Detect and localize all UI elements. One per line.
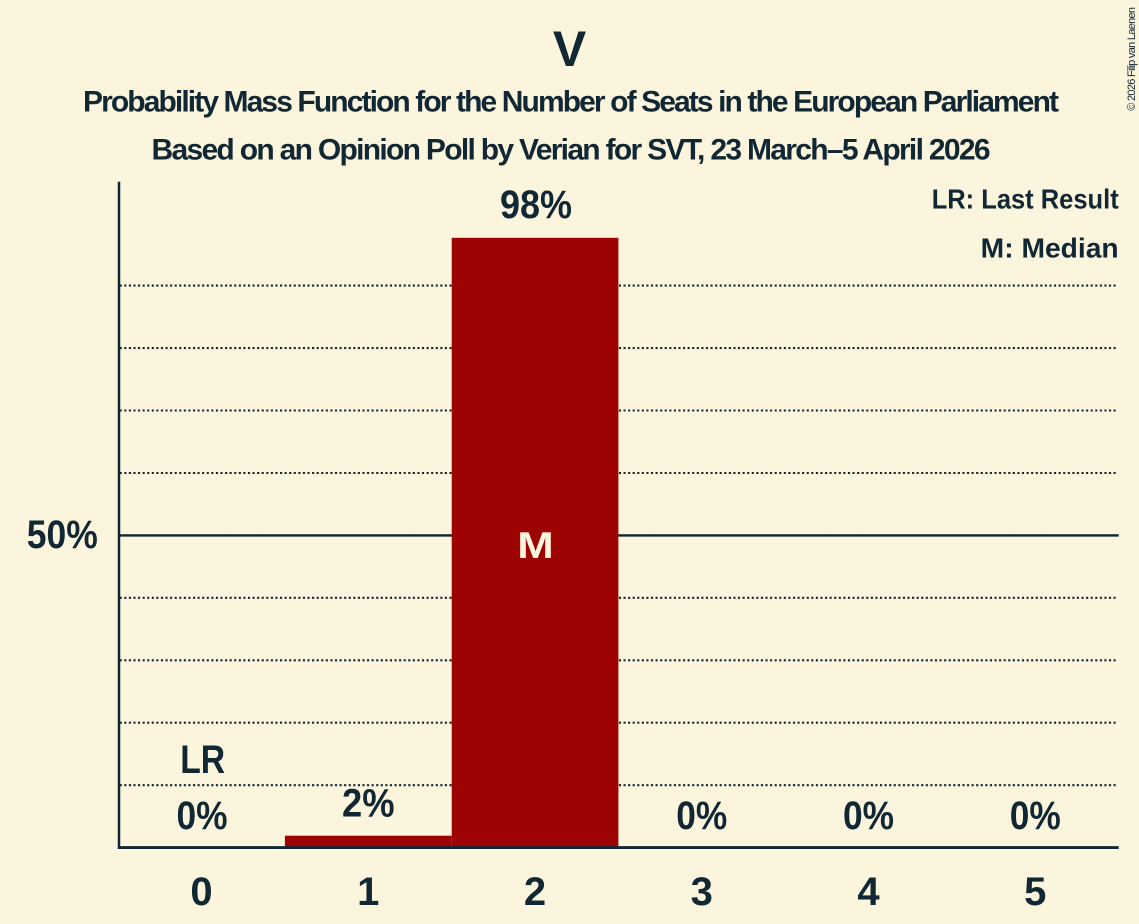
svg-text:V: V bbox=[553, 21, 587, 77]
svg-text:M: Median: M: Median bbox=[981, 233, 1119, 264]
svg-text:Probability Mass Function for: Probability Mass Function for the Number… bbox=[83, 85, 1059, 118]
svg-text:LR: LR bbox=[180, 738, 225, 782]
svg-text:0%: 0% bbox=[676, 794, 727, 838]
svg-text:2%: 2% bbox=[342, 781, 395, 825]
svg-text:1: 1 bbox=[357, 870, 379, 914]
svg-text:5: 5 bbox=[1024, 870, 1046, 914]
svg-text:0%: 0% bbox=[1010, 794, 1061, 838]
svg-text:© 2026 Filip van Laenen: © 2026 Filip van Laenen bbox=[1126, 7, 1138, 111]
svg-text:M: M bbox=[517, 525, 554, 566]
svg-text:Based on an Opinion Poll by Ve: Based on an Opinion Poll by Verian for S… bbox=[152, 133, 991, 166]
svg-text:50%: 50% bbox=[27, 513, 98, 557]
svg-text:0: 0 bbox=[190, 870, 212, 914]
svg-text:3: 3 bbox=[691, 870, 713, 914]
svg-text:0%: 0% bbox=[843, 794, 894, 838]
svg-text:4: 4 bbox=[857, 870, 880, 914]
svg-text:2: 2 bbox=[524, 870, 546, 914]
svg-text:LR: Last Result: LR: Last Result bbox=[932, 183, 1119, 214]
svg-text:98%: 98% bbox=[500, 183, 572, 227]
svg-text:0%: 0% bbox=[177, 794, 228, 838]
